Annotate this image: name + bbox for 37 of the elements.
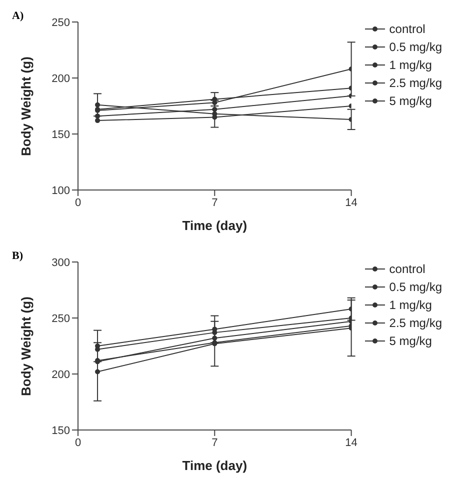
y-tick-label: 250 [52, 16, 70, 29]
legend-label: 2.5 mg/kg [389, 316, 442, 330]
x-axis-title: Time (day) [182, 458, 248, 473]
point [95, 369, 100, 374]
y-tick-label: 150 [52, 128, 70, 141]
point [212, 330, 218, 336]
legend-label: 2.5 mg/kg [389, 76, 442, 90]
point [212, 106, 218, 112]
x-axis-title: Time (day) [182, 218, 248, 233]
legend-label: 5 mg/kg [389, 334, 432, 348]
y-tick-label: 100 [52, 184, 70, 197]
text: B) [12, 250, 23, 262]
y-tick-label: 200 [52, 72, 70, 85]
x-tick-label: 14 [345, 196, 358, 209]
point [95, 118, 100, 124]
y-axis-title: Body Weight (g) [18, 56, 34, 156]
text: A) [12, 10, 24, 22]
y-tick-label: 250 [52, 312, 70, 325]
legend-label: control [389, 262, 426, 276]
y-tick-label: 300 [52, 256, 70, 269]
legend-label: 0.5 mg/kg [389, 280, 442, 294]
point [212, 114, 218, 120]
point [95, 102, 100, 108]
legend-label: 0.5 mg/kg [389, 40, 442, 54]
y-axis-title: Body Weight (g) [18, 296, 34, 396]
x-tick-label: 7 [212, 436, 218, 449]
x-tick-label: 0 [74, 436, 82, 449]
y-tick-label: 200 [52, 368, 70, 381]
legend-label: 5 mg/kg [389, 94, 432, 108]
x-tick-label: 7 [212, 196, 218, 209]
x-tick-label: 0 [74, 196, 82, 209]
y-tick-label: 150 [52, 424, 70, 437]
legend-label: 1 mg/kg [389, 58, 432, 72]
legend-label: 1 mg/kg [389, 298, 432, 312]
x-tick-label: 14 [345, 436, 358, 449]
point [212, 336, 218, 341]
legend-label: control [389, 22, 426, 36]
